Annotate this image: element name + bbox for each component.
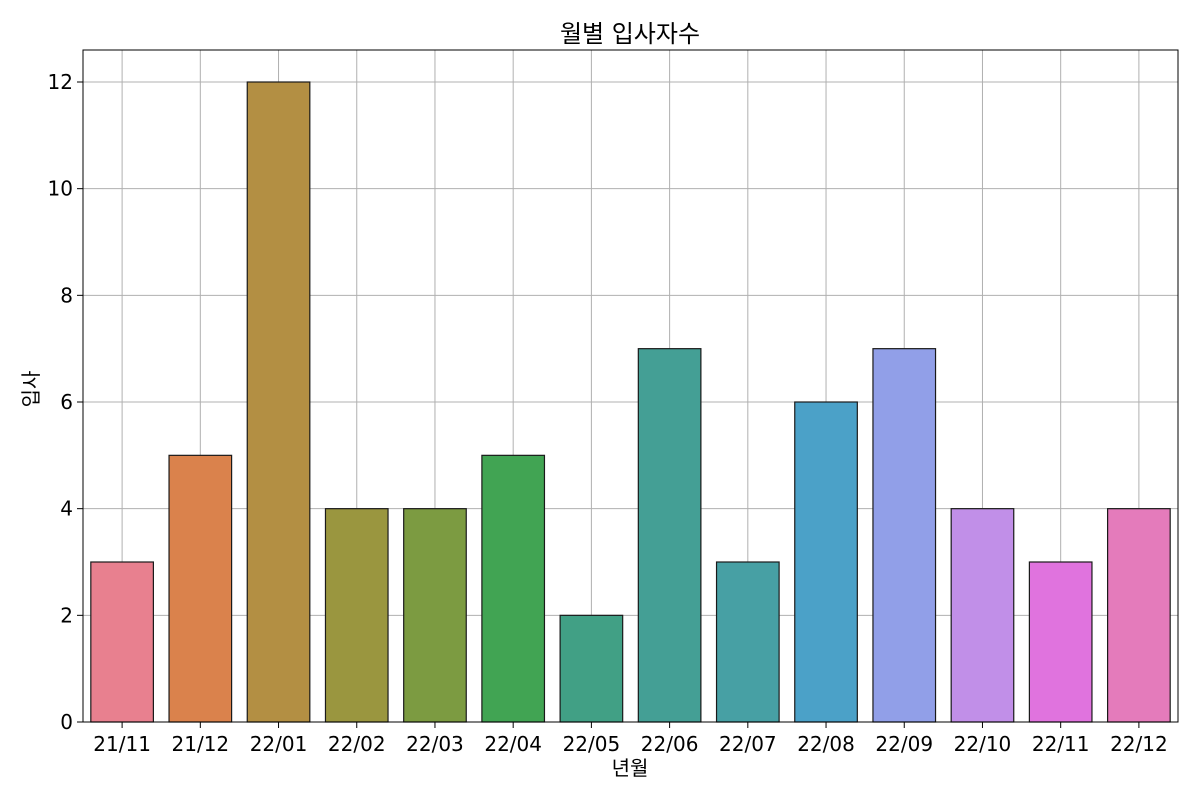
bar-22-04 bbox=[481, 454, 546, 723]
x-tick-label: 22/03 bbox=[406, 732, 464, 756]
y-tick-label: 8 bbox=[60, 283, 73, 307]
x-tick-label: 22/06 bbox=[641, 732, 699, 756]
bar-22-05 bbox=[559, 614, 624, 723]
y-axis-label: 입사 bbox=[19, 371, 43, 408]
x-axis-label: 년월 bbox=[612, 756, 649, 780]
chart-title: 월별 입사자수 bbox=[560, 20, 700, 48]
y-tick-label: 6 bbox=[60, 390, 73, 414]
x-tick-label: 22/02 bbox=[328, 732, 386, 756]
bar-22-03 bbox=[403, 508, 467, 723]
x-tick-label: 22/01 bbox=[250, 732, 308, 756]
bar-21-11 bbox=[90, 561, 154, 723]
y-axis-ticks: 0 2 4 6 8 10 12 bbox=[48, 70, 83, 734]
bar-22-12 bbox=[1107, 508, 1171, 723]
x-tick-label: 22/12 bbox=[1110, 732, 1168, 756]
bar-22-02 bbox=[324, 508, 389, 723]
bar-22-07 bbox=[715, 561, 780, 723]
bar-22-10 bbox=[950, 508, 1015, 723]
y-tick-label: 12 bbox=[48, 70, 73, 94]
x-tick-label: 21/11 bbox=[93, 732, 151, 756]
y-tick-label: 10 bbox=[48, 177, 73, 201]
y-tick-label: 0 bbox=[60, 710, 73, 734]
x-tick-label: 22/04 bbox=[484, 732, 542, 756]
x-tick-label: 22/11 bbox=[1032, 732, 1090, 756]
y-tick-label: 4 bbox=[60, 497, 73, 521]
bars bbox=[90, 81, 1171, 723]
x-tick-label: 22/07 bbox=[719, 732, 777, 756]
x-tick-label: 22/09 bbox=[875, 732, 933, 756]
bar-21-12 bbox=[168, 454, 233, 723]
x-tick-label: 21/12 bbox=[172, 732, 230, 756]
bar-22-11 bbox=[1028, 561, 1093, 723]
bar-22-01 bbox=[246, 81, 311, 723]
bar-22-09 bbox=[872, 348, 937, 723]
x-tick-label: 22/10 bbox=[954, 732, 1012, 756]
bar-22-08 bbox=[794, 401, 858, 723]
plot-frame bbox=[82, 49, 1179, 723]
x-axis-ticks: 21/11 21/12 22/01 22/02 22/03 22/04 22/05 22/06… bbox=[93, 722, 1168, 756]
x-tick-label: 22/05 bbox=[563, 732, 621, 756]
x-tick-label: 22/08 bbox=[797, 732, 855, 756]
bar-22-06 bbox=[637, 348, 702, 723]
y-tick-label: 2 bbox=[60, 603, 73, 627]
